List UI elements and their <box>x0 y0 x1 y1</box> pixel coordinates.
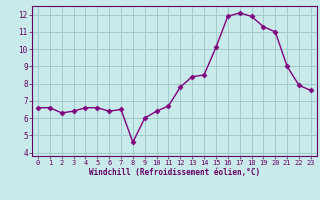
X-axis label: Windchill (Refroidissement éolien,°C): Windchill (Refroidissement éolien,°C) <box>89 168 260 177</box>
